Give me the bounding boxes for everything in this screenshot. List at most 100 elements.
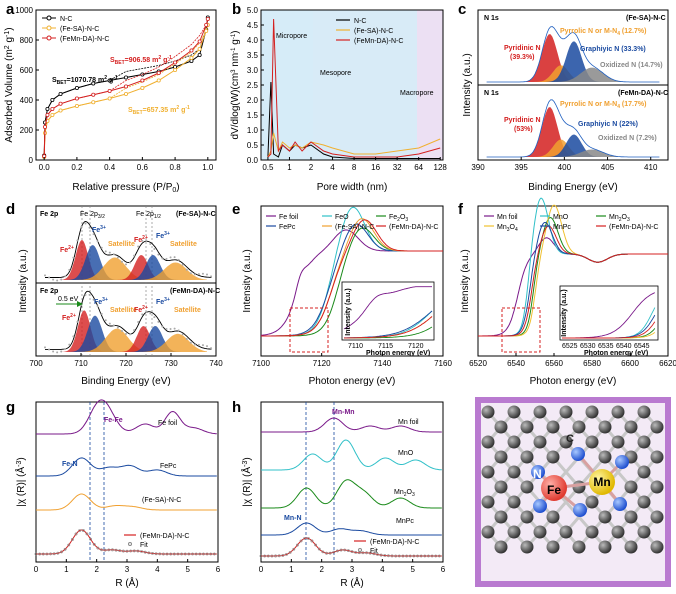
fe2p-data-point (84, 222, 87, 225)
tick-label: 410 (644, 163, 658, 172)
mn-fit-point (336, 549, 339, 553)
d-shift: 0.5 eV (58, 296, 79, 303)
g-label-3: (FeMn-DA)-N-C (140, 533, 189, 540)
fe2p-data-point (173, 327, 176, 330)
tick-label: 6520 (469, 359, 487, 368)
c-top-element: N 1s (484, 15, 499, 22)
fe2p-data-point (181, 333, 184, 336)
carbon-atom (507, 465, 521, 479)
d-top-sat-b: Satellite (170, 241, 197, 248)
series-point (197, 47, 202, 52)
legend-e-5: (FeMn-DA)-N-C (389, 224, 438, 231)
sbet-nc: SBET=1070.78 m2 g-1 (52, 75, 118, 86)
fe2p-data-point (52, 278, 55, 281)
tick-label: 5 (185, 565, 190, 574)
mn-fit-point (339, 548, 343, 552)
mn-fit-point (321, 550, 325, 554)
carbon-atom (585, 525, 599, 539)
fit-point (140, 550, 143, 553)
fe-xanes-spectra (260, 206, 443, 337)
carbon-atom (559, 435, 573, 449)
mn-fit-point (430, 554, 434, 558)
exafs-curve-2 (36, 493, 217, 511)
fit-point (183, 552, 187, 556)
carbon-atom (533, 405, 547, 419)
tick-label: 6620 (659, 359, 676, 368)
mn-fit-point (383, 554, 387, 557)
carbon-atom (650, 510, 664, 524)
d-bot-fe3-b: Fe3+ (156, 297, 170, 306)
isotherm-series (42, 15, 210, 159)
series-point (107, 89, 112, 94)
fe2p-data-point (60, 278, 63, 281)
xlabel-f: Photon energy (eV) (530, 376, 617, 387)
series-point (43, 125, 48, 130)
tick-label: 405 (601, 163, 615, 172)
series-point (50, 113, 55, 118)
carbon-atom (598, 450, 612, 464)
carbon-atom (598, 420, 612, 434)
fe2p-envelope (45, 290, 212, 350)
tick-label: 395 (515, 163, 529, 172)
legend-f-1: MnO (553, 214, 569, 221)
xlabel-a: Relative pressure (P/P0) (72, 182, 179, 194)
pore-line-1 (267, 132, 441, 158)
tick-label: 5.0 (247, 6, 259, 15)
fit-point (41, 552, 45, 556)
carbon-atom (572, 540, 586, 554)
fe2p-data-point (72, 335, 75, 338)
series-point (74, 96, 79, 101)
f-inset-tick-1: 6530 (580, 343, 596, 350)
mn-fit-point (372, 552, 376, 556)
fe2p-component (54, 245, 207, 280)
tick-label: 0.0 (247, 156, 259, 165)
n1s-spectra (486, 26, 660, 158)
carbon-atom (507, 495, 521, 509)
mn-fit-point (350, 550, 354, 554)
carbon-atom (624, 510, 638, 524)
mn-fit-point (310, 539, 314, 543)
panel-h: h 0 1 2 3 4 5 6 Mn-Mn Mn-N Mn foil MnO Mn2O3 M… (232, 399, 446, 589)
fe2p-component (54, 333, 207, 352)
fit-point (136, 549, 140, 553)
axis-ticks-f: 6520 6540 6560 6580 6600 6620 (469, 353, 676, 368)
d-top-sat-a: Satellite (108, 241, 135, 248)
d-top-sample: (Fe-SA)-N-C (176, 211, 216, 218)
mn-fit-point (325, 551, 328, 555)
tick-label: 4 (330, 163, 335, 172)
atom-label-mn: Mn (593, 475, 610, 489)
fe2p-data-point (189, 341, 192, 344)
legend-b-nc: N-C (354, 18, 366, 25)
axis-ticks-b: 0.5 1 2 4 8 16 32 64 1280.00.51.01.52.02.53.03.5… (247, 6, 448, 172)
series-point (50, 98, 55, 103)
carbon-atom (481, 495, 495, 509)
h-label-1: MnO (398, 450, 414, 457)
g-fit: Fit (140, 542, 148, 549)
series-point (173, 68, 178, 73)
ylabel-e: Intensity (a.u.) (242, 249, 253, 312)
panel-b: b 0.5 1 2 4 8 16 32 64 1280.00.51.01.52.02.53.03… (230, 1, 447, 193)
e-inset-tick-1: 7115 (378, 343, 393, 350)
fe2p-data-point (44, 274, 46, 277)
mn-fit-point (434, 554, 438, 558)
tick-label: 2.0 (247, 96, 259, 105)
series-point (189, 56, 194, 61)
legend-e-3: FePc (279, 224, 296, 231)
series-point (205, 16, 210, 21)
series-point (74, 86, 79, 91)
d-bot-fe2-b: Fe2+ (134, 305, 148, 314)
fe2p-data-point (68, 343, 71, 346)
e-zoom-box (289, 307, 329, 353)
nitrogen-atom (533, 499, 547, 513)
d-bottom-sample: (FeMn-DA)-N-C (170, 288, 220, 295)
tick-label: 390 (471, 163, 485, 172)
fit-point (125, 549, 129, 553)
series-point (197, 39, 202, 44)
fe2p-data-point (206, 345, 208, 348)
series-point (91, 100, 96, 105)
series-desorption-1 (43, 24, 209, 158)
fe2p-data-point (120, 260, 123, 263)
series-point (107, 78, 112, 83)
fit-point (100, 548, 103, 552)
fit-point (169, 552, 173, 556)
